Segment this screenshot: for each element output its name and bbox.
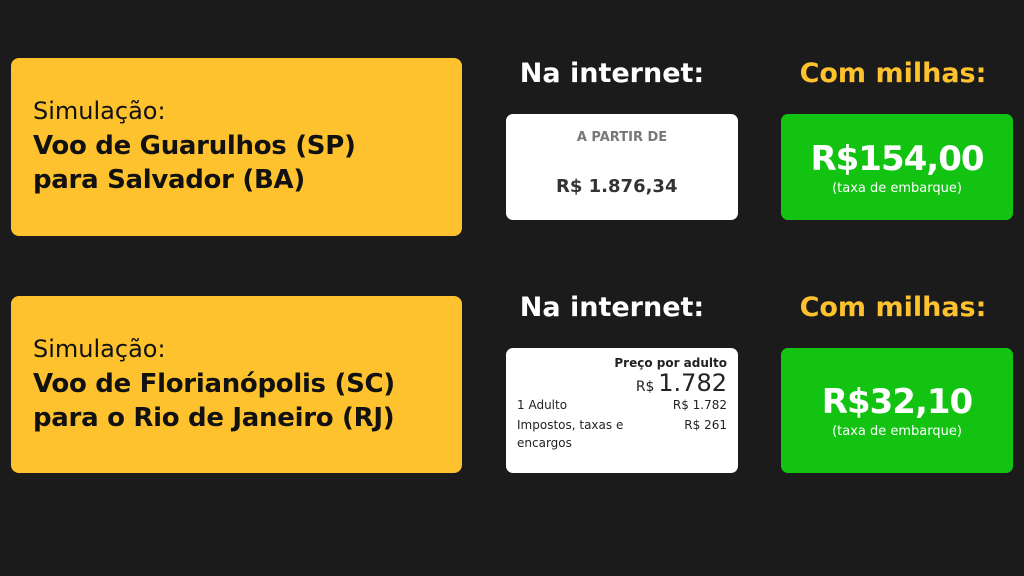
miles-heading: Com milhas: [799, 292, 987, 323]
miles-heading: Com milhas: [799, 58, 987, 89]
tax-label-1: Impostos, taxas e [517, 418, 624, 432]
internet-price-box: Preço por adulto R$ 1.782 1 Adulto R$ 1.… [506, 348, 738, 473]
tax-value: R$ 261 [684, 418, 727, 432]
simulation-label: Simulação: [33, 334, 166, 363]
miles-price-box: R$154,00 (taxa de embarque) [781, 114, 1013, 220]
internet-price-box: A PARTIR DE R$ 1.876,34 [506, 114, 738, 220]
miles-price-box: R$32,10 (taxa de embarque) [781, 348, 1013, 473]
adult-value: R$ 1.782 [672, 398, 727, 412]
internet-heading: Na internet: [519, 292, 705, 323]
tax-label-2: encargos [517, 436, 572, 450]
internet-heading: Na internet: [519, 58, 705, 89]
miles-note: (taxa de embarque) [832, 180, 962, 196]
route-line-1: Voo de Florianópolis (SC) [33, 368, 395, 399]
route-line-1: Voo de Guarulhos (SP) [33, 131, 356, 161]
from-caption: A PARTIR DE [576, 130, 668, 145]
price-per-adult-caption: Preço por adulto [614, 356, 727, 370]
miles-price: R$32,10 [821, 382, 973, 422]
simulation-card-2: Simulação: Voo de Florianópolis (SC) par… [11, 296, 462, 473]
internet-price: 1.782 [658, 369, 727, 397]
currency: R$ [635, 379, 655, 395]
route-line-2: para Salvador (BA) [33, 165, 305, 195]
internet-price: R$ 1.876,34 [556, 176, 678, 197]
miles-note: (taxa de embarque) [832, 424, 962, 439]
miles-price: R$154,00 [810, 138, 984, 179]
route-line-2: para o Rio de Janeiro (RJ) [33, 402, 395, 433]
adult-label: 1 Adulto [517, 398, 568, 412]
simulation-card-1: Simulação: Voo de Guarulhos (SP) para Sa… [11, 58, 462, 236]
simulation-label: Simulação: [33, 97, 166, 125]
